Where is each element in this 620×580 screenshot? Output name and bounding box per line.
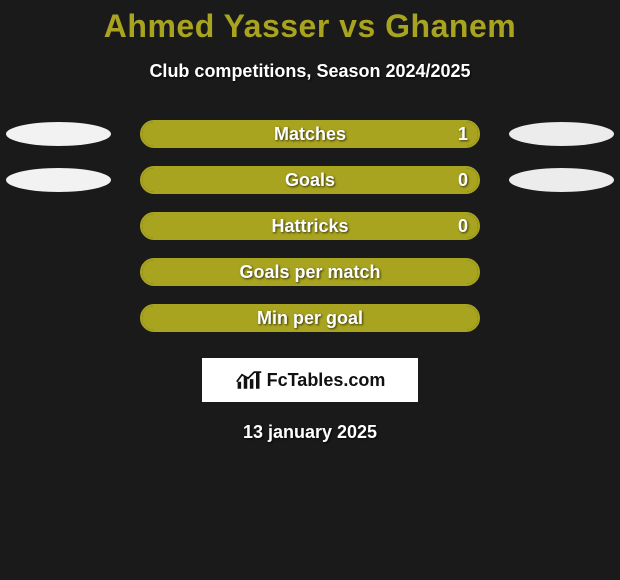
subtitle: Club competitions, Season 2024/2025 — [149, 61, 470, 82]
stat-bar: Goals per match — [140, 258, 480, 286]
stat-label: Min per goal — [257, 308, 363, 329]
date-caption: 13 january 2025 — [243, 422, 377, 443]
stat-label: Matches — [274, 124, 346, 145]
stat-row: Hattricks 0 — [0, 212, 620, 240]
stat-bar: Matches 1 — [140, 120, 480, 148]
stat-label: Hattricks — [271, 216, 348, 237]
stat-label: Goals — [285, 170, 335, 191]
chart-icon — [235, 368, 263, 392]
right-ellipse — [509, 122, 614, 146]
stat-value: 0 — [458, 170, 468, 191]
left-ellipse — [6, 168, 111, 192]
brand-logo: FcTables.com — [202, 358, 418, 402]
stat-row: Matches 1 — [0, 120, 620, 148]
stat-bar: Goals 0 — [140, 166, 480, 194]
stat-rows: Matches 1 Goals 0 Hattricks 0 Goals per match M… — [0, 120, 620, 332]
stat-row: Goals per match — [0, 258, 620, 286]
left-ellipse — [6, 122, 111, 146]
page-title: Ahmed Yasser vs Ghanem — [104, 8, 516, 45]
stat-label: Goals per match — [239, 262, 380, 283]
stat-row: Min per goal — [0, 304, 620, 332]
brand-text: FcTables.com — [267, 370, 386, 391]
stat-row: Goals 0 — [0, 166, 620, 194]
stat-value: 1 — [458, 124, 468, 145]
right-ellipse — [509, 168, 614, 192]
comparison-infographic: Ahmed Yasser vs Ghanem Club competitions… — [0, 0, 620, 580]
stat-bar: Min per goal — [140, 304, 480, 332]
stat-bar: Hattricks 0 — [140, 212, 480, 240]
stat-value: 0 — [458, 216, 468, 237]
